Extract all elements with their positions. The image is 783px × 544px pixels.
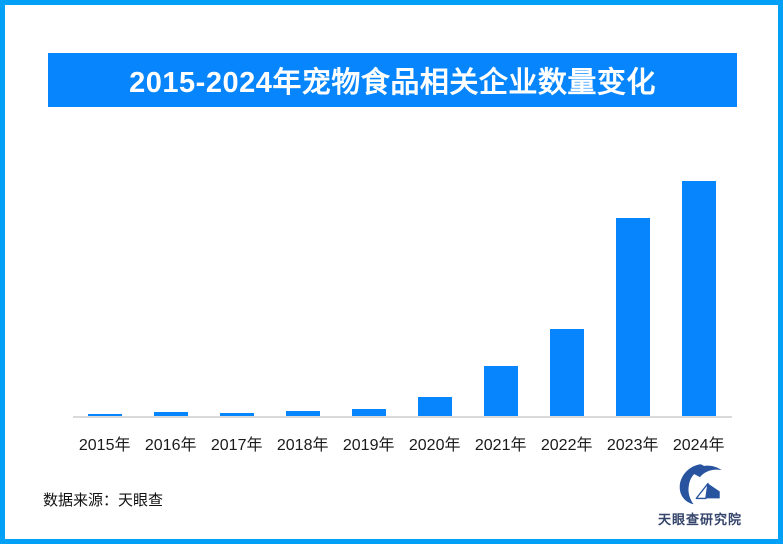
x-axis-label-2015年: 2015年 xyxy=(78,437,131,454)
bar-2018年 xyxy=(285,411,320,417)
tianyancha-logo: 天眼查研究院 xyxy=(652,462,748,528)
tianyancha-eye-icon xyxy=(679,464,722,505)
x-axis-label-2024年: 2024年 xyxy=(672,437,725,454)
x-axis-label-2022年: 2022年 xyxy=(540,437,593,454)
x-axis-line xyxy=(73,416,732,418)
x-axis-label-2020年: 2020年 xyxy=(408,437,461,454)
bar-2015年 xyxy=(87,414,122,417)
x-axis-label-2016年: 2016年 xyxy=(144,437,197,454)
bar-2019年 xyxy=(351,409,386,417)
x-axis-label-2021年: 2021年 xyxy=(474,437,527,454)
x-axis-label-2018年: 2018年 xyxy=(276,437,329,454)
bar-2024年 xyxy=(681,181,716,417)
bar-2017年 xyxy=(219,413,254,417)
x-axis-label-2023年: 2023年 xyxy=(606,437,659,454)
x-axis-label-2017年: 2017年 xyxy=(210,437,263,454)
bar-2020年 xyxy=(417,397,452,417)
bar-2022年 xyxy=(549,329,584,417)
x-axis-label-2019年: 2019年 xyxy=(342,437,395,454)
data-source-text: 数据来源：天眼查 xyxy=(43,492,164,509)
chart-title-banner: 2015-2024年宠物食品相关企业数量变化 xyxy=(48,53,737,107)
logo-label: 天眼查研究院 xyxy=(657,512,742,527)
bar-2023年 xyxy=(615,218,650,417)
bar-2016年 xyxy=(153,412,188,417)
chart-title: 2015-2024年宠物食品相关企业数量变化 xyxy=(129,67,656,99)
bar-2021年 xyxy=(483,366,518,417)
